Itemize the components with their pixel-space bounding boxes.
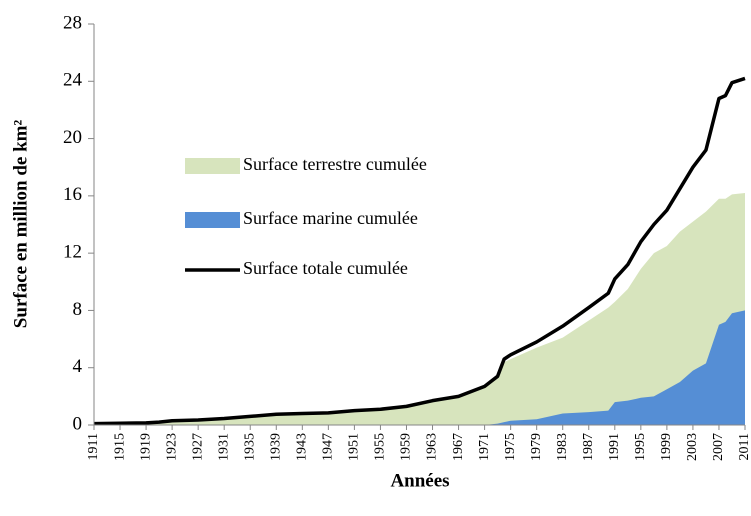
x-tick-label: 2007: [711, 433, 726, 461]
x-tick-label: 2011: [737, 433, 751, 460]
x-tick-label: 1931: [216, 433, 231, 461]
x-tick-label: 2003: [685, 433, 700, 461]
x-tick-label: 1995: [633, 433, 648, 461]
y-tick-label: 8: [73, 299, 83, 320]
legend-swatch: [185, 212, 240, 228]
x-tick-label: 1947: [321, 433, 336, 461]
x-tick-label: 1943: [295, 433, 310, 461]
x-tick-label: 1935: [242, 433, 257, 461]
x-tick-label: 1915: [112, 433, 127, 461]
x-tick-label: 1919: [138, 433, 153, 461]
x-tick-label: 1999: [659, 433, 674, 461]
x-axis-label: Années: [390, 470, 449, 491]
legend-label: Surface marine cumulée: [243, 208, 418, 228]
x-tick-label: 1971: [477, 433, 492, 461]
y-tick-label: 16: [63, 184, 82, 205]
x-tick-label: 1987: [581, 433, 596, 461]
x-tick-label: 1951: [347, 433, 362, 461]
line: [93, 76, 746, 426]
x-tick-label: 1967: [451, 433, 466, 461]
area: [94, 192, 745, 425]
x-tick-label: 1959: [399, 433, 414, 461]
x-tick-label: 1979: [529, 433, 544, 461]
legend-label: Surface terrestre cumulée: [243, 154, 427, 174]
x-tick-label: 1975: [503, 433, 518, 461]
y-tick-label: 24: [63, 70, 83, 91]
x-tick-label: 1939: [268, 433, 283, 461]
y-axis-label: Surface en million de km²: [10, 120, 31, 329]
y-tick-label: 4: [73, 356, 83, 377]
x-tick-label: 1955: [373, 433, 388, 461]
y-tick-label: 20: [63, 127, 82, 148]
y-tick-label: 0: [73, 413, 83, 434]
x-tick-label: 1923: [164, 433, 179, 461]
x-tick-label: 1963: [425, 433, 440, 461]
legend-label: Surface totale cumulée: [243, 258, 408, 278]
x-tick-label: 1991: [607, 433, 622, 461]
x-tick-label: 1911: [86, 433, 101, 460]
area: [94, 310, 745, 425]
x-tick-label: 1983: [555, 433, 570, 461]
x-tick-label: 1927: [190, 433, 205, 461]
y-tick-label: 28: [63, 12, 82, 33]
legend-swatch: [185, 158, 240, 174]
y-tick-label: 12: [63, 242, 82, 263]
